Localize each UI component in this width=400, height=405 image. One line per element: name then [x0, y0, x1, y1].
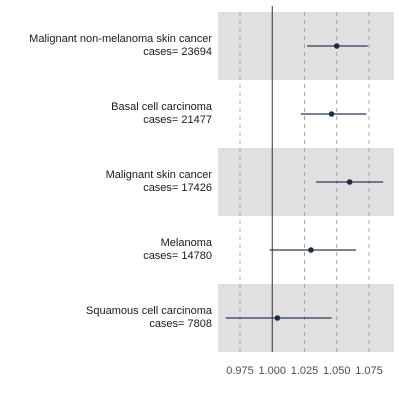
point-estimate — [333, 43, 340, 49]
point-estimate — [328, 111, 335, 117]
point-estimate — [274, 315, 281, 321]
row-label-outcome: Melanoma — [160, 237, 212, 249]
row-label-outcome: Malignant non-melanoma skin cancer — [29, 33, 212, 45]
row-label-cases: cases= 14780 — [143, 250, 212, 262]
row-label: Squamous cell carcinoma cases= 7808 — [86, 305, 212, 331]
x-tick-label: 0.975 — [226, 365, 254, 377]
row-label: Melanoma cases= 14780 — [143, 237, 212, 263]
x-tick-label: 1.075 — [355, 365, 383, 377]
row-label-cases: cases= 21477 — [143, 114, 212, 126]
x-tick-label: 1.050 — [323, 365, 351, 377]
row-label: Malignant non-melanoma skin cancer cases=… — [29, 33, 212, 59]
row-label-outcome: Squamous cell carcinoma — [86, 305, 212, 317]
x-tick-label: 1.000 — [258, 365, 286, 377]
row-label-outcome: Malignant skin cancer — [105, 169, 212, 181]
point-estimate — [308, 247, 314, 253]
point-estimate — [346, 179, 353, 185]
row-label-cases: cases= 7808 — [149, 318, 212, 330]
row-label: Basal cell carcinoma cases= 21477 — [111, 101, 212, 127]
x-tick-label: 1.025 — [291, 365, 319, 377]
row-label-cases: cases= 17426 — [143, 182, 212, 194]
row-label: Malignant skin cancer cases= 17426 — [106, 169, 212, 195]
row-label-cases: cases= 23694 — [143, 46, 212, 58]
row-label-outcome: Basal cell carcinoma — [111, 101, 212, 113]
